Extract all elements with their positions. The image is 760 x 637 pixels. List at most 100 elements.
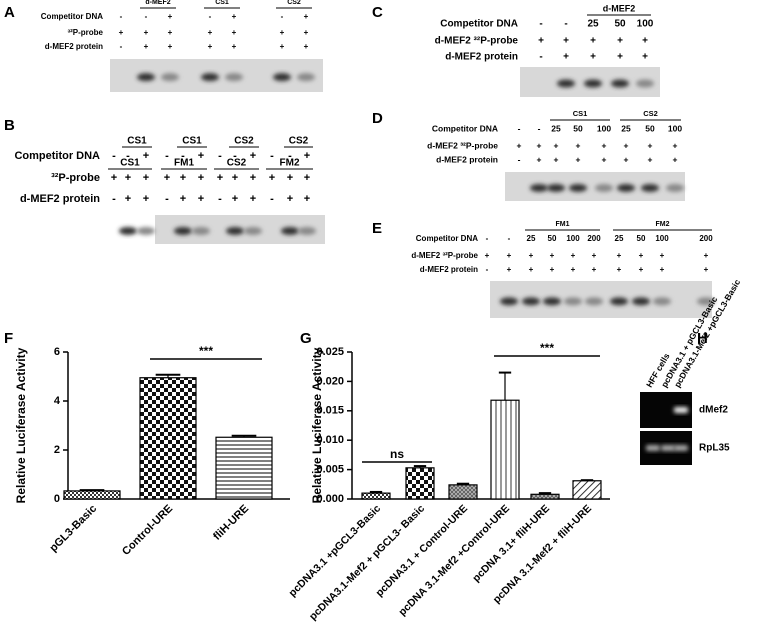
- lane-mark: +: [639, 251, 644, 260]
- lane-mark: -: [538, 123, 541, 133]
- row-label: Competitor DNA: [416, 234, 478, 243]
- lane-mark: -: [270, 150, 274, 162]
- group-label: FM1: [174, 158, 194, 169]
- lane-mark: +: [537, 154, 542, 164]
- y-tick-label: 6: [54, 346, 60, 358]
- row-label: Competitor DNA: [41, 12, 103, 21]
- row-label: d-MEF2 ³²P-probe: [411, 251, 478, 260]
- y-axis-title: Relative Luciferase Activity: [310, 347, 324, 503]
- lane-mark: +: [143, 193, 149, 205]
- lane-mark: -: [288, 150, 292, 162]
- lane-mark: -: [218, 150, 222, 162]
- lane-mark: 100: [566, 234, 580, 243]
- gel-band: [244, 226, 262, 235]
- lane-mark: +: [119, 28, 124, 37]
- group-label: d-MEF2: [145, 0, 170, 6]
- lane-mark: -: [165, 193, 169, 205]
- gel-band: [500, 297, 518, 306]
- group-label: CS2: [287, 0, 301, 6]
- lane-mark: +: [208, 28, 213, 37]
- lane-mark: -: [233, 150, 237, 162]
- lane-mark: 200: [699, 234, 713, 243]
- panel-label: D: [372, 110, 383, 127]
- lane-mark: +: [704, 265, 709, 274]
- group-label: FM1: [556, 221, 570, 228]
- row-label: ³²P-probe: [51, 172, 100, 184]
- row-label: Competitor DNA: [432, 123, 498, 133]
- lane-mark: +: [563, 52, 569, 63]
- row-label: d-MEF2 protein: [45, 42, 103, 51]
- group-label: CS1: [215, 0, 229, 6]
- gel-band: [666, 183, 684, 192]
- group-label: CS1: [182, 136, 202, 147]
- lane-mark: +: [164, 172, 170, 184]
- lane-mark: +: [571, 251, 576, 260]
- lane-mark: +: [554, 154, 559, 164]
- gel-band: [674, 407, 688, 413]
- lane-mark: -: [539, 19, 542, 30]
- lane-mark: -: [120, 12, 123, 21]
- gel-band: [661, 445, 675, 451]
- gel-band: [226, 226, 244, 235]
- panel-label: G: [300, 330, 312, 347]
- group-label: CS1: [573, 109, 588, 118]
- gel-band: [192, 226, 210, 235]
- y-tick-label: 0.005: [316, 464, 344, 476]
- lane-mark: 100: [637, 19, 654, 30]
- lane-mark: -: [126, 150, 130, 162]
- panel-label: C: [372, 4, 383, 21]
- gel-band: [543, 297, 561, 306]
- lane-mark: +: [529, 251, 534, 260]
- gel-band: [569, 183, 587, 192]
- lane-mark: -: [112, 193, 116, 205]
- row-label: ³²P-probe: [67, 28, 103, 37]
- lane-mark: +: [642, 52, 648, 63]
- lane-mark: 50: [637, 234, 646, 243]
- lane-mark: +: [180, 172, 186, 184]
- lane-mark: +: [602, 140, 607, 150]
- lane-mark: +: [660, 251, 665, 260]
- lane-mark: -: [120, 42, 123, 51]
- lane-mark: +: [550, 251, 555, 260]
- lane-mark: +: [529, 265, 534, 274]
- lane-mark: +: [602, 154, 607, 164]
- row-label: d-MEF2 protein: [420, 265, 478, 274]
- lane-mark: +: [617, 265, 622, 274]
- lane-mark: +: [287, 193, 293, 205]
- y-tick-label: 0.000: [316, 493, 344, 505]
- lane-mark: +: [125, 193, 131, 205]
- lane-mark: 200: [587, 234, 601, 243]
- significance-label: ***: [199, 344, 213, 358]
- gel-band: [137, 73, 155, 82]
- group-label: CS2: [234, 136, 254, 147]
- gel-band: [281, 226, 299, 235]
- bar: [490, 399, 520, 500]
- lane-mark: -: [181, 150, 185, 162]
- y-tick-label: 2: [54, 444, 60, 456]
- lane-mark: +: [538, 36, 544, 47]
- panel-label: A: [4, 4, 15, 21]
- bar: [530, 493, 560, 500]
- lane-mark: +: [304, 12, 309, 21]
- lane-mark: +: [673, 140, 678, 150]
- lane-mark: -: [165, 150, 169, 162]
- lane-mark: +: [144, 28, 149, 37]
- row-label: d-MEF2 protein: [436, 154, 498, 164]
- lane-mark: -: [209, 12, 212, 21]
- lane-mark: 100: [597, 123, 611, 133]
- lane-mark: +: [592, 265, 597, 274]
- lane-mark: +: [576, 154, 581, 164]
- gel-band: [697, 297, 715, 306]
- lane-mark: +: [590, 36, 596, 47]
- lane-mark: +: [485, 251, 490, 260]
- gel-band: [632, 297, 650, 306]
- y-tick-label: 0.025: [316, 346, 344, 358]
- panel-label: F: [4, 330, 13, 347]
- panel-label: E: [372, 220, 382, 237]
- lane-mark: +: [280, 28, 285, 37]
- lane-mark: +: [287, 172, 293, 184]
- lane-mark: +: [642, 36, 648, 47]
- lane-mark: +: [250, 193, 256, 205]
